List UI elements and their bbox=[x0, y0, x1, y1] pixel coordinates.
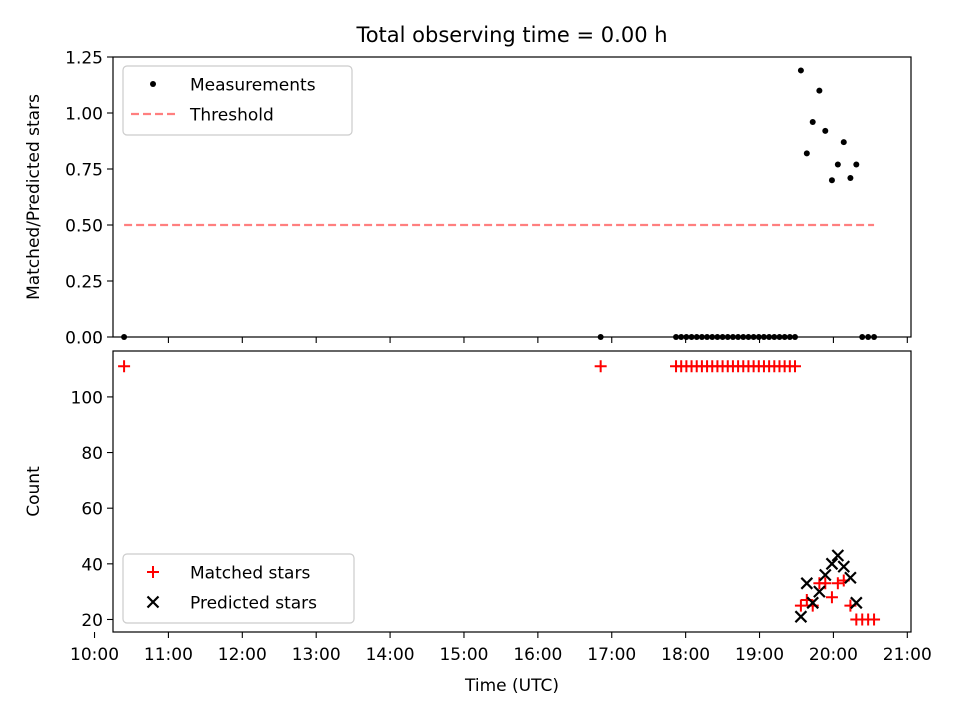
x-tick-label: 18:00 bbox=[661, 645, 710, 665]
predicted-star-point bbox=[813, 585, 826, 598]
top-panel: 0.00 0.25 0.50 0.75 1.00 1.25 Matched/Predicte… bbox=[24, 49, 912, 349]
y-tick-label: 0.75 bbox=[65, 161, 103, 181]
measurement-point bbox=[840, 139, 847, 146]
predicted-star-point bbox=[800, 577, 814, 590]
legend-matched-swatch bbox=[147, 566, 159, 578]
figure-title: Total observing time = 0.00 h bbox=[355, 23, 667, 47]
matched-star-point bbox=[118, 360, 131, 373]
legend-label: Matched stars bbox=[190, 564, 310, 584]
series-predicted-stars bbox=[794, 549, 863, 623]
series-matched-stars bbox=[118, 360, 881, 626]
y-axis-label: Count bbox=[24, 466, 44, 517]
y-axis-label: Matched/Predicted stars bbox=[24, 94, 44, 300]
measurement-point bbox=[828, 177, 835, 184]
predicted-star-point bbox=[850, 596, 863, 610]
predicted-star-point bbox=[825, 557, 839, 571]
y-axis: 20 40 60 80 100 bbox=[71, 388, 113, 631]
legend-label: Measurements bbox=[190, 76, 316, 96]
axes-frame bbox=[112, 350, 912, 633]
predicted-star-point bbox=[837, 560, 851, 573]
matched-star-point bbox=[825, 591, 838, 604]
x-tick-label: 11:00 bbox=[144, 645, 193, 665]
predicted-star-point bbox=[819, 568, 832, 582]
x-tick-label: 15:00 bbox=[439, 645, 488, 665]
y-tick-label: 1.25 bbox=[65, 49, 103, 69]
bottom-panel: 20 40 60 80 100 10:00 11:00 12:00 13:00 14:00 15:0… bbox=[24, 350, 932, 696]
legend-box bbox=[122, 553, 355, 624]
y-tick-label: 1.00 bbox=[65, 105, 103, 125]
measurement-point bbox=[834, 161, 841, 168]
legend-measurement-swatch bbox=[150, 81, 156, 87]
plot-area bbox=[118, 360, 881, 626]
axes-frame bbox=[112, 56, 912, 338]
legend-label: Predicted stars bbox=[190, 594, 317, 614]
x-axis-label: Time (UTC) bbox=[464, 676, 559, 696]
predicted-star-point bbox=[844, 571, 857, 585]
x-axis: 10:00 11:00 12:00 13:00 14:00 15:00 16:00 17:00… bbox=[70, 632, 932, 665]
measurement-point bbox=[847, 174, 854, 181]
y-axis: 0.00 0.25 0.50 0.75 1.00 1.25 bbox=[65, 49, 113, 349]
measurement-point bbox=[822, 127, 829, 134]
legend-predicted-swatch bbox=[146, 595, 160, 609]
x-tick-label: 21:00 bbox=[883, 645, 932, 665]
x-tick-label: 12:00 bbox=[218, 645, 267, 665]
y-tick-label: 40 bbox=[81, 555, 103, 575]
measurement-point bbox=[803, 150, 810, 157]
matched-star-point bbox=[788, 360, 801, 373]
matched-star-point bbox=[819, 577, 832, 590]
y-tick-label: 100 bbox=[71, 388, 103, 408]
measurement-point bbox=[809, 118, 816, 125]
x-tick-label: 16:00 bbox=[513, 645, 562, 665]
x-tick-label: 20:00 bbox=[809, 645, 858, 665]
matched-star-point bbox=[831, 577, 844, 590]
predicted-star-point bbox=[794, 610, 808, 623]
y-tick-label: 80 bbox=[81, 444, 103, 464]
x-tick-label: 13:00 bbox=[292, 645, 341, 665]
measurement-point bbox=[797, 67, 804, 74]
y-tick-label: 20 bbox=[81, 611, 103, 631]
legend-label: Threshold bbox=[189, 106, 274, 126]
measurement-point bbox=[853, 161, 860, 168]
y-tick-label: 0.25 bbox=[65, 273, 103, 293]
x-tick-label: 19:00 bbox=[735, 645, 784, 665]
y-tick-label: 0.50 bbox=[65, 217, 103, 237]
x-tick-label: 17:00 bbox=[587, 645, 636, 665]
matched-star-point bbox=[868, 613, 881, 626]
legend: Matched stars Predicted stars bbox=[122, 553, 355, 624]
y-tick-label: 60 bbox=[81, 500, 103, 520]
predicted-star-point bbox=[806, 596, 820, 610]
y-tick-label: 0.00 bbox=[65, 329, 103, 349]
legend: Measurements Threshold bbox=[122, 65, 353, 136]
legend-box bbox=[122, 65, 353, 136]
x-tick-label: 14:00 bbox=[366, 645, 415, 665]
x-axis bbox=[93, 337, 908, 343]
matched-star-point bbox=[794, 599, 807, 612]
measurement-point bbox=[816, 87, 823, 94]
matched-star-point bbox=[594, 360, 607, 373]
x-tick-label: 10:00 bbox=[70, 645, 119, 665]
predicted-star-point bbox=[831, 549, 845, 562]
